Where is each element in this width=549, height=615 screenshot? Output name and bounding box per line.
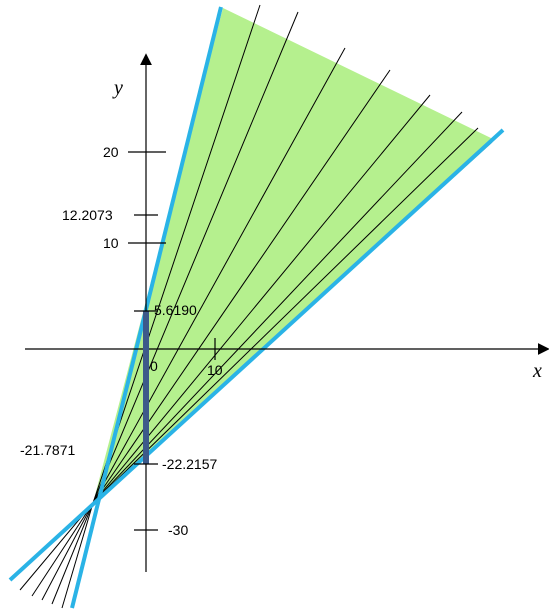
line-family — [19, 4, 493, 609]
y-tick-label--30: -30 — [168, 522, 188, 538]
family-line-tail-3 — [41, 502, 94, 601]
family-line-tail-4 — [51, 502, 94, 605]
family-line-6 — [92, 111, 463, 504]
family-line-2 — [92, 11, 299, 504]
x-tick-label-0: 0 — [150, 358, 158, 374]
family-line-7 — [92, 127, 479, 504]
y-tick-label-20: 20 — [103, 144, 119, 160]
x-tick-label-10: 10 — [207, 362, 223, 378]
y-tick-label-10: 10 — [103, 235, 119, 251]
x-axis-label: x — [532, 360, 542, 382]
lower-intercept-label: -22.2157 — [162, 456, 217, 472]
pivot-x-label: -21.7871 — [20, 442, 75, 458]
upper-intercept-label: 5.6190 — [154, 302, 197, 318]
family-line-tail-2 — [31, 502, 94, 597]
family-line-3 — [92, 47, 346, 504]
family-line-tail-5 — [61, 502, 94, 609]
y-axis-label: y — [112, 77, 123, 99]
lower-boundary-line — [8, 128, 505, 582]
family-line-4 — [92, 69, 391, 504]
family-line-5 — [92, 94, 431, 504]
family-line-1 — [92, 4, 261, 504]
shaded-region — [93, 8, 493, 503]
y-tick-label-12.2073: 12.2073 — [62, 207, 113, 223]
